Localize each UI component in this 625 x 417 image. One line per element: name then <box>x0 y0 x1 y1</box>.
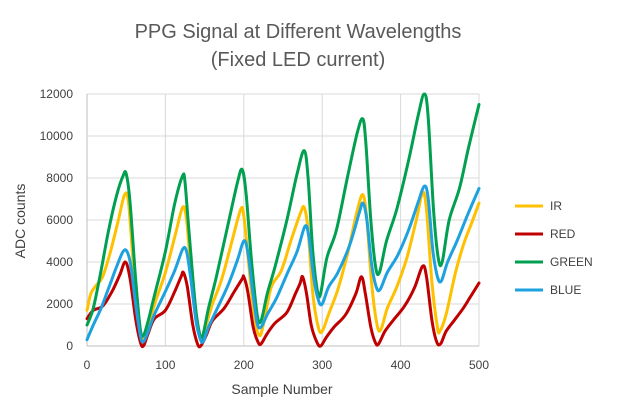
y-tick-label: 8000 <box>46 171 73 185</box>
y-tick-label: 2000 <box>46 297 73 311</box>
y-tick-label: 0 <box>66 339 73 353</box>
x-tick-label: 400 <box>391 358 411 372</box>
y-tick-label: 6000 <box>46 213 73 227</box>
series-line-blue <box>85 184 481 344</box>
x-tick-label: 300 <box>312 358 332 372</box>
gridlines <box>87 93 480 346</box>
y-axis-title: ADC counts <box>12 184 28 259</box>
plot-series <box>85 92 481 349</box>
legend-label-green: GREEN <box>550 255 593 269</box>
legend-label-red: RED <box>550 227 576 241</box>
x-tick-label: 0 <box>84 358 91 372</box>
y-tick-label: 4000 <box>46 255 73 269</box>
x-tick-label: 500 <box>469 358 489 372</box>
x-tick-label: 200 <box>234 358 254 372</box>
legend-label-ir: IR <box>550 199 562 213</box>
chart-title-line-2: (Fixed LED current) <box>211 49 386 71</box>
axes: 0 2000 4000 6000 8000 10000 12000 0 100 200 300 400… <box>40 87 490 372</box>
x-axis-title: Sample Number <box>231 381 332 397</box>
y-tick-label: 12000 <box>40 87 74 101</box>
series-line-green <box>85 92 481 341</box>
chart-title-line-1: PPG Signal at Different Wavelengths <box>135 21 462 43</box>
x-tick-label: 100 <box>155 358 175 372</box>
y-tick-label: 10000 <box>40 129 74 143</box>
legend: IR RED GREEN BLUE <box>515 199 593 297</box>
legend-label-blue: BLUE <box>550 283 581 297</box>
